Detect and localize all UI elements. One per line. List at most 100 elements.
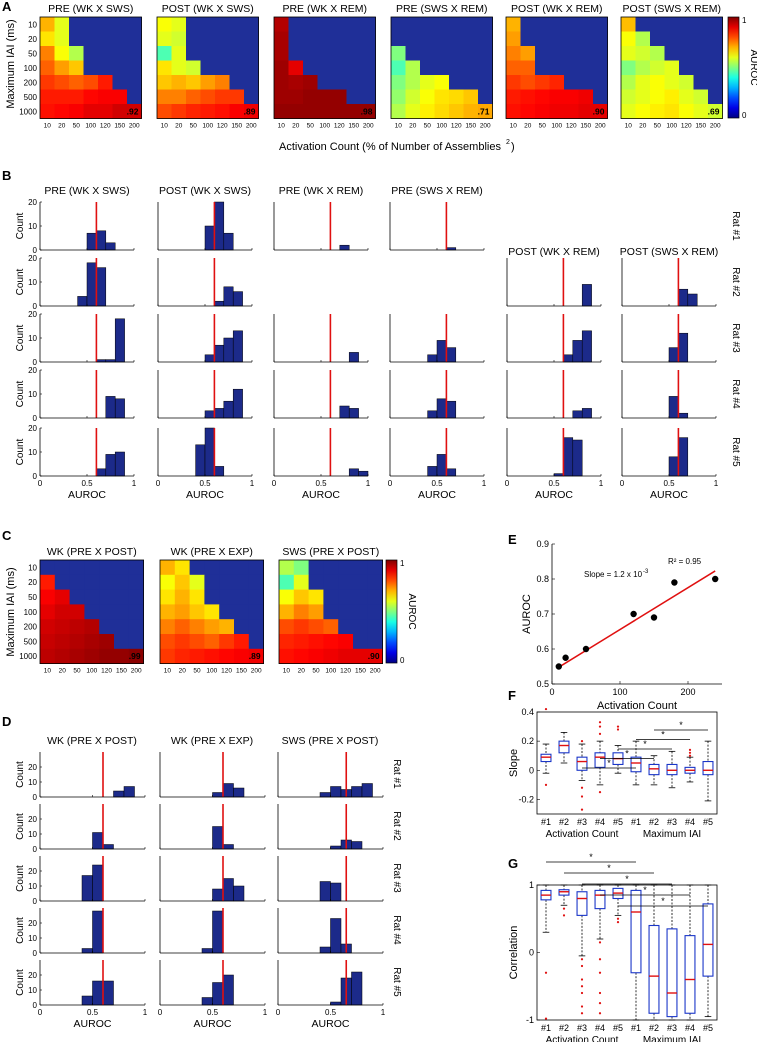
heatmap-cell — [693, 75, 709, 90]
hist-bar — [92, 910, 104, 954]
colorbar-scale — [727, 16, 740, 119]
heatmap-cell — [69, 589, 85, 605]
hist-x-tick-label: 0.5 — [81, 479, 93, 488]
heatmap-cell — [353, 619, 369, 635]
heatmap-cell — [391, 75, 406, 90]
heatmap-cell — [578, 104, 594, 119]
heatmap-row-tick: 200 — [24, 623, 38, 632]
boxplot-box — [576, 756, 588, 771]
hist-y-tick-label: 10 — [28, 882, 37, 891]
boxplot-group-label: Activation Count — [546, 1035, 619, 1042]
hist-bar — [204, 225, 215, 251]
heatmap-cell — [248, 560, 264, 576]
heatmap-cell — [114, 589, 130, 605]
heatmap-cell — [308, 560, 324, 576]
heatmap-cell — [112, 104, 128, 119]
boxplot-category-label: #1 — [631, 817, 641, 827]
hist-x-tick-label: 1 — [482, 479, 487, 488]
hist-bar — [330, 1001, 342, 1006]
boxplot-outlier — [598, 732, 602, 735]
heatmap-col-tick: 10 — [395, 123, 403, 130]
heatmap-cell — [650, 89, 665, 105]
heatmap-cell — [40, 619, 56, 635]
panel-d-column-title: WK (PRE X EXP) — [171, 735, 253, 747]
heatmap-cell — [293, 619, 309, 635]
heatmap-cell — [248, 619, 264, 635]
heatmap-cell — [174, 560, 190, 576]
heatmap-cell — [69, 648, 85, 664]
boxplot-outlier — [580, 808, 584, 811]
hist-y-tick-label: 20 — [28, 971, 37, 980]
heatmap-col-tick: 120 — [100, 123, 111, 130]
heatmap-cell — [621, 17, 636, 32]
heatmap-annotation: .90 — [368, 651, 380, 661]
heatmap-cell — [84, 604, 100, 620]
heatmap-cell — [279, 589, 295, 605]
heatmap-cell — [229, 60, 245, 76]
boxplot-category-label: #4 — [595, 1023, 605, 1033]
boxplot-category-label: #5 — [703, 1023, 713, 1033]
heatmap-cell — [54, 31, 70, 47]
heatmap-cell — [128, 619, 144, 635]
heatmap-cell — [274, 31, 289, 47]
boxplot-ylabel: Correlation — [508, 926, 520, 980]
heatmap-cell — [463, 75, 479, 90]
heatmap-cell — [186, 104, 201, 119]
hist-y-tick-label: 20 — [28, 867, 37, 876]
heatmap-col-tick: 20 — [179, 668, 187, 675]
boxplot-significance-star: * — [661, 730, 665, 740]
hist-bar — [223, 232, 234, 251]
heatmap-cell — [160, 604, 176, 620]
heatmap-cell — [338, 619, 354, 635]
heatmap-row-tick: 50 — [28, 49, 37, 58]
heatmap-cell — [367, 560, 383, 576]
heatmap-cell — [186, 89, 201, 105]
heatmap-cell — [679, 104, 694, 119]
heatmap-cell — [664, 60, 680, 76]
heatmap-cell — [420, 31, 435, 47]
heatmap-cell — [229, 17, 245, 32]
heatmap-cell — [215, 104, 230, 119]
heatmap-cell — [157, 60, 172, 76]
heatmap-cell — [189, 589, 205, 605]
heatmap-row-tick: 200 — [24, 78, 38, 87]
heatmap-cell — [40, 104, 55, 119]
boxplot-group-label: Maximum IAI — [643, 829, 701, 840]
heatmap-cell — [578, 60, 594, 76]
heatmap-title: PRE (WK X REM) — [282, 3, 367, 15]
heatmap-cell — [332, 17, 347, 32]
heatmap-col-tick: 100 — [551, 123, 562, 130]
heatmap-cell — [69, 104, 84, 119]
heatmap-cell — [69, 574, 85, 590]
heatmap-cell — [279, 634, 295, 650]
hist-y-tick-label: 0 — [33, 472, 38, 481]
hist-b-r3c4 — [389, 314, 485, 363]
hist-y-tick-label: 0 — [33, 246, 38, 255]
heatmap-frame — [39, 559, 144, 664]
heatmap-cell — [353, 604, 369, 620]
heatmap-col-tick: 10 — [44, 668, 52, 675]
hist-xlabel: AUROC — [302, 489, 340, 501]
boxplot-box — [648, 763, 660, 776]
boxplot-group-label: Activation Count — [546, 829, 619, 840]
hist-x-tick-label: 1 — [599, 479, 604, 488]
hist-bar — [212, 792, 224, 798]
heatmap-cell — [635, 60, 651, 76]
heatmap-row-tick: 10 — [28, 20, 37, 29]
panel-d-column-title: WK (PRE X POST) — [47, 735, 137, 747]
hist-bar — [581, 330, 592, 363]
heatmap-cell — [520, 104, 536, 119]
heatmap-cell — [157, 75, 172, 90]
heatmap-cell — [650, 31, 665, 47]
heatmap-cell — [549, 31, 565, 47]
scatter-slope-annotation: Slope = 1.2 x 10 — [584, 570, 643, 579]
hist-ylabel: Count — [15, 865, 26, 892]
heatmap-cell — [693, 60, 709, 76]
boxplot-outlier — [598, 971, 602, 974]
heatmap-cell — [367, 604, 383, 620]
heatmap-cell — [114, 574, 130, 590]
hist-bar — [446, 468, 457, 477]
boxplot-category-label: #3 — [577, 817, 587, 827]
heatmap-cell — [317, 17, 333, 32]
